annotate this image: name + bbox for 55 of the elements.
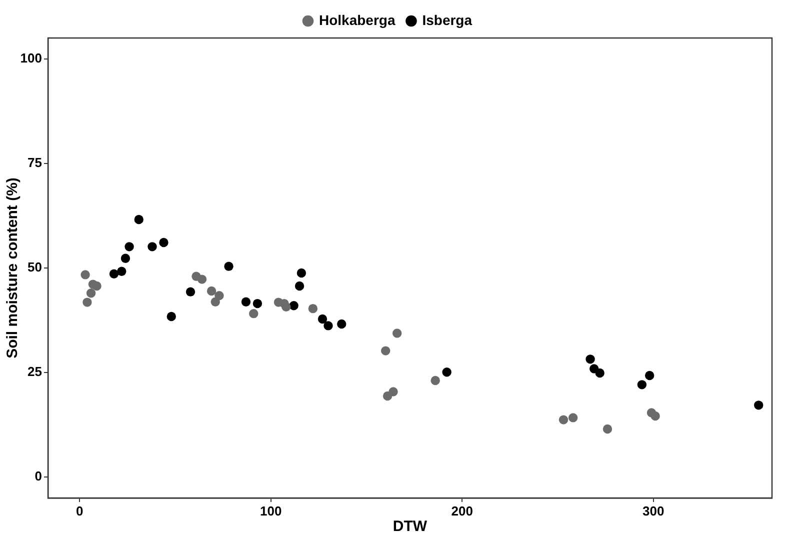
point (442, 368, 452, 377)
y-tick-label: 50 (28, 260, 42, 275)
point (318, 314, 328, 324)
point (82, 298, 92, 307)
point (602, 424, 612, 434)
x-tick-label: 200 (451, 503, 473, 518)
point (92, 281, 102, 291)
point (381, 346, 390, 356)
point (595, 368, 604, 378)
point (109, 269, 119, 278)
point (206, 286, 216, 296)
point (430, 376, 440, 386)
point (166, 312, 176, 322)
x-tick-label: 100 (260, 503, 282, 518)
y-axis-title: Soil moisture content (%) (4, 178, 22, 358)
point (296, 268, 306, 278)
y-tick-label: 100 (20, 50, 42, 66)
point (86, 288, 96, 298)
x-tick-label: 0 (76, 503, 84, 518)
legend-label: Isberga (422, 12, 472, 28)
point (252, 298, 262, 308)
point (282, 302, 291, 312)
y-tick-label: 75 (28, 155, 42, 170)
point (568, 413, 578, 422)
point (392, 328, 402, 338)
point (120, 254, 130, 263)
y-tick-label: 25 (28, 364, 42, 380)
point (558, 415, 568, 424)
point (249, 308, 258, 318)
point (644, 370, 654, 380)
point (650, 411, 660, 421)
point (186, 287, 196, 296)
point (224, 262, 234, 271)
point (637, 380, 647, 390)
point (388, 387, 398, 396)
point (294, 281, 304, 291)
point (337, 319, 346, 329)
legend-label: Holkaberga (318, 12, 396, 28)
point (308, 304, 318, 314)
point (134, 214, 144, 224)
point (117, 266, 126, 276)
point (148, 242, 157, 252)
point (214, 291, 224, 300)
x-tick-label: 300 (642, 503, 664, 518)
point (159, 238, 168, 248)
point (289, 301, 298, 310)
y-tick-label: 0 (34, 468, 42, 484)
point (80, 270, 90, 280)
point (586, 354, 595, 364)
point (754, 400, 764, 410)
point (324, 321, 333, 330)
point (241, 297, 251, 306)
point (124, 242, 134, 252)
x-axis-title: DTW (392, 518, 428, 536)
point (197, 274, 207, 284)
